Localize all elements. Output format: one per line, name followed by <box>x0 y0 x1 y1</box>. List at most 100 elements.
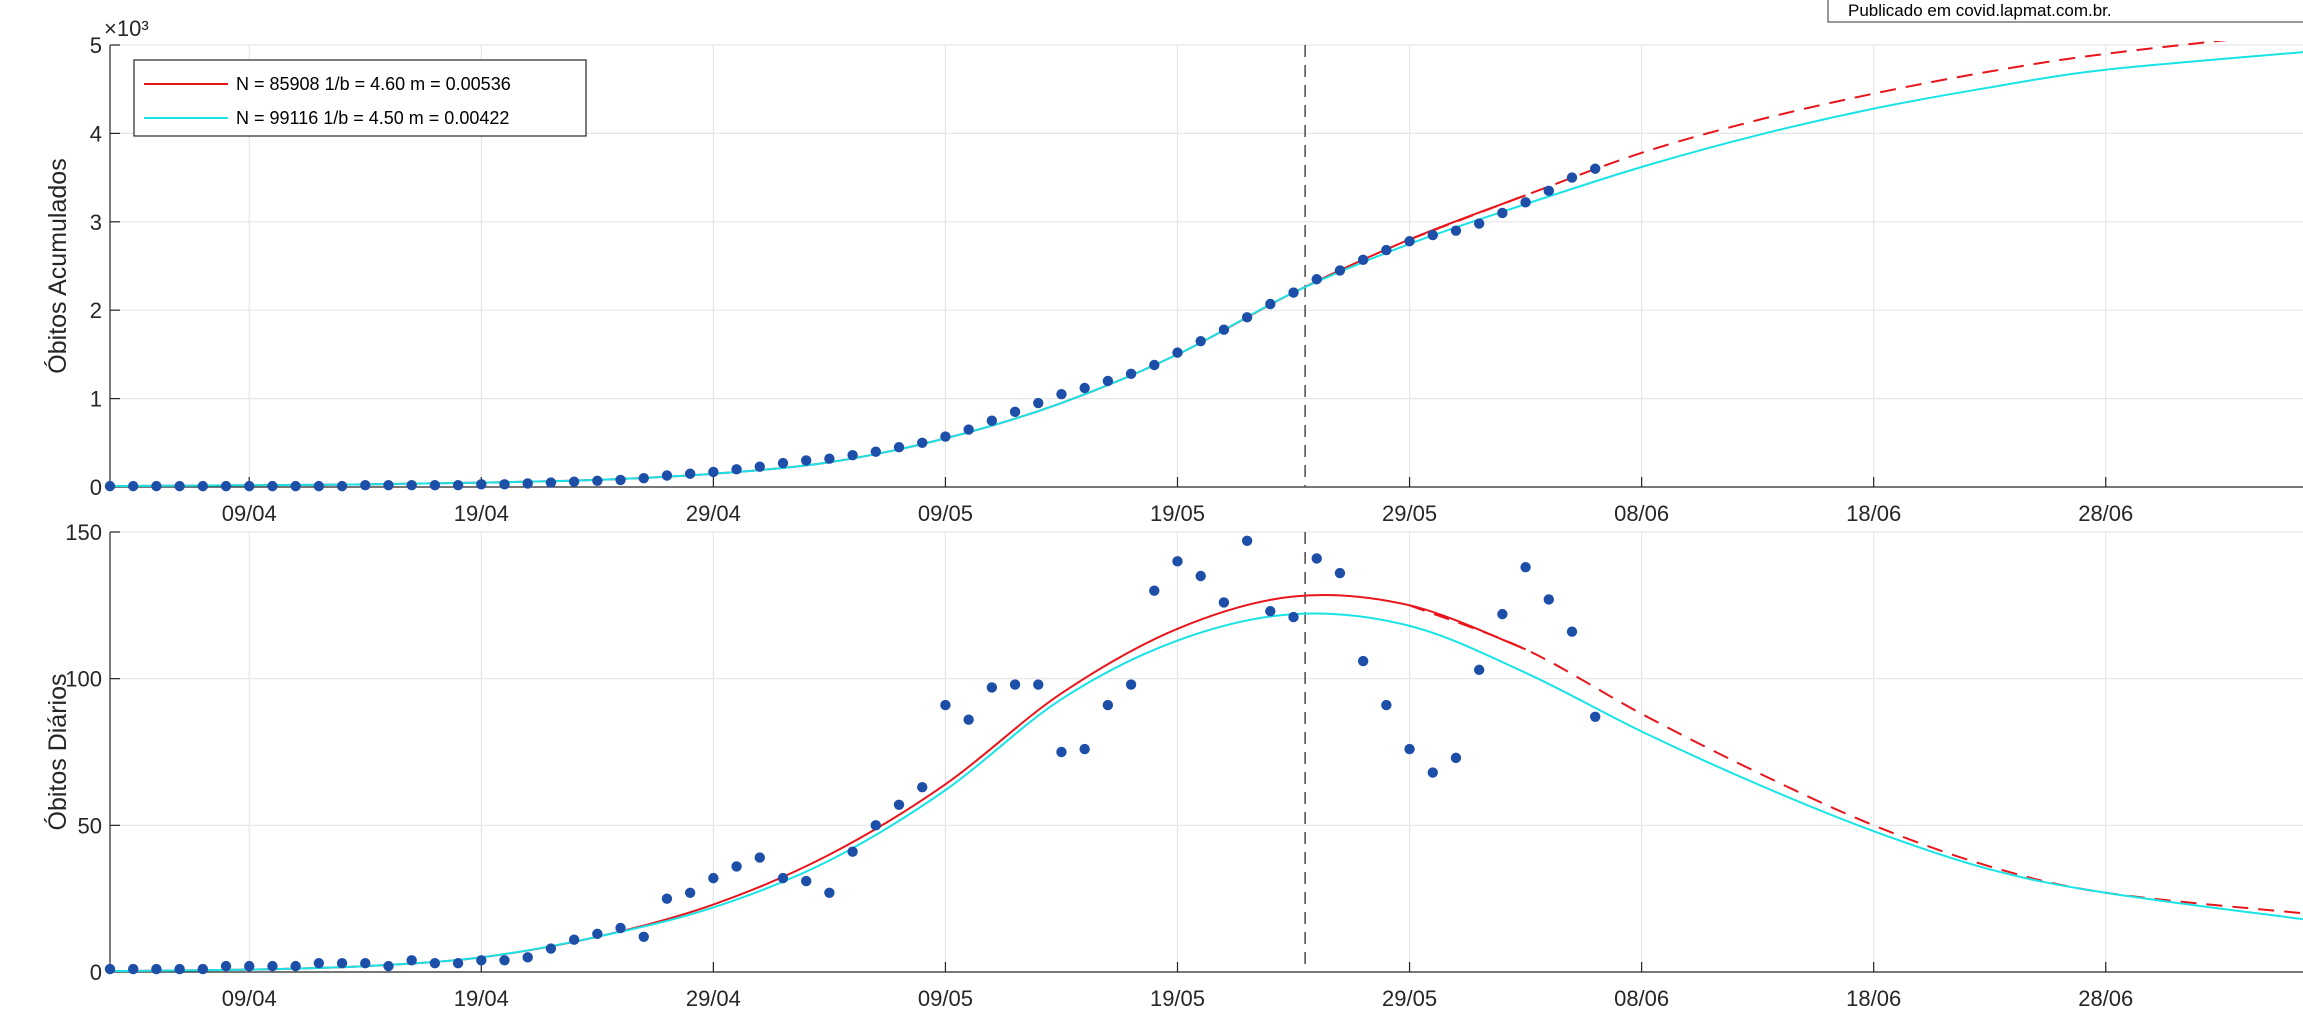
data-point <box>1241 312 1253 323</box>
data-point <box>1102 699 1114 711</box>
x-tick-label: 29/05 <box>1382 501 1437 526</box>
data-point <box>986 682 998 693</box>
fit-line-cyan <box>110 612 2303 973</box>
top-ylabel: Óbitos Acumulados <box>43 158 72 373</box>
x-tick-label: 29/05 <box>1382 986 1437 1011</box>
y-tick-label: 1 <box>90 387 102 412</box>
data-point <box>1566 172 1578 183</box>
data-point <box>661 893 673 904</box>
data-point <box>1404 236 1415 247</box>
data-point <box>336 480 348 492</box>
data-point <box>638 931 649 942</box>
data-point <box>1497 608 1508 620</box>
data-point <box>290 480 301 492</box>
data-point <box>615 474 626 486</box>
x-tick-label: 29/04 <box>686 501 741 526</box>
legend-red-label: N = 85908 1/b = 4.60 m = 0.00536 <box>236 74 511 94</box>
data-point <box>917 782 928 793</box>
fit-line-red <box>110 194 1526 488</box>
data-point <box>151 480 162 492</box>
data-point <box>1218 324 1230 335</box>
data-point <box>313 958 325 969</box>
y-tick-label: 3 <box>90 210 102 235</box>
x-tick-label: 08/06 <box>1614 501 1669 526</box>
bottom-axes: 0 50 100 150 09/04 19/04 29/04 09/05 19/05 29/05… <box>43 520 2303 1011</box>
data-point <box>290 960 301 972</box>
x-tick-label: 18/06 <box>1846 986 1901 1011</box>
data-point <box>731 464 742 475</box>
data-point <box>452 958 464 969</box>
data-point <box>893 442 905 453</box>
bottom-data-points <box>104 535 1601 975</box>
data-point <box>151 963 162 975</box>
y-tick-label: 2 <box>90 298 102 323</box>
top-y-ticks: 0 1 2 3 4 5 <box>90 33 120 500</box>
data-point <box>383 480 394 491</box>
x-tick-label: 09/05 <box>918 986 973 1011</box>
data-point <box>917 437 928 448</box>
data-point <box>1033 397 1044 409</box>
data-point <box>1520 197 1531 208</box>
data-point <box>360 958 371 969</box>
data-point <box>777 872 789 884</box>
x-tick-label: 09/04 <box>222 986 277 1011</box>
data-point <box>1195 335 1206 347</box>
x-tick-label: 28/06 <box>2078 501 2133 526</box>
data-point <box>360 480 371 491</box>
data-point <box>128 480 139 492</box>
data-point <box>847 449 858 461</box>
data-point <box>336 958 348 969</box>
data-point <box>267 480 278 492</box>
data-point <box>1079 382 1090 394</box>
bottom-y-ticks: 0 50 100 150 <box>65 520 120 985</box>
data-point <box>104 480 116 492</box>
bottom-fit-lines <box>110 594 2303 973</box>
data-point <box>684 468 696 479</box>
data-point <box>777 457 789 469</box>
data-point <box>1149 585 1160 596</box>
data-point <box>1056 388 1067 400</box>
data-point <box>615 922 626 934</box>
data-point <box>1381 699 1392 711</box>
fit-line-red-projection <box>1409 41 2228 241</box>
data-point <box>638 472 649 484</box>
data-point <box>104 963 116 975</box>
data-point <box>1357 655 1369 667</box>
data-point <box>1450 752 1462 764</box>
data-point <box>174 963 185 975</box>
data-point <box>452 480 464 491</box>
data-point <box>1033 679 1044 690</box>
data-point <box>1079 743 1090 755</box>
data-point <box>592 475 603 487</box>
data-point <box>1334 567 1346 579</box>
data-point <box>1404 743 1415 755</box>
data-point <box>1056 746 1067 758</box>
data-point <box>220 480 232 492</box>
data-point <box>661 470 673 481</box>
data-point <box>1473 664 1485 676</box>
data-point <box>1590 711 1601 722</box>
data-point <box>1265 298 1276 310</box>
top-x-ticks: 09/04 19/04 29/04 09/05 19/05 29/05 08/06 18/06… <box>222 477 2133 526</box>
x-tick-label: 19/04 <box>454 501 509 526</box>
data-point <box>1311 274 1322 285</box>
x-tick-label: 08/06 <box>1614 986 1669 1011</box>
top-data-points <box>104 163 1601 492</box>
data-point <box>1566 626 1578 637</box>
x-tick-label: 09/05 <box>918 501 973 526</box>
data-point <box>174 480 185 492</box>
data-point <box>1009 406 1021 418</box>
data-point <box>1265 606 1276 617</box>
data-point <box>1102 375 1114 387</box>
data-point <box>1125 679 1137 690</box>
data-point <box>545 943 557 954</box>
y-tick-label: 50 <box>78 813 102 838</box>
y-tick-label: 4 <box>90 121 102 146</box>
legend: N = 85908 1/b = 4.60 m = 0.00536 N = 991… <box>133 59 587 137</box>
data-point <box>1543 185 1554 197</box>
y-tick-label: 150 <box>65 520 102 545</box>
data-point <box>1590 163 1601 174</box>
top-axes: 0 1 2 3 4 5 09/04 19/04 29/04 09/05 19/05 29/05 08/… <box>43 16 2303 526</box>
data-point <box>754 852 765 863</box>
